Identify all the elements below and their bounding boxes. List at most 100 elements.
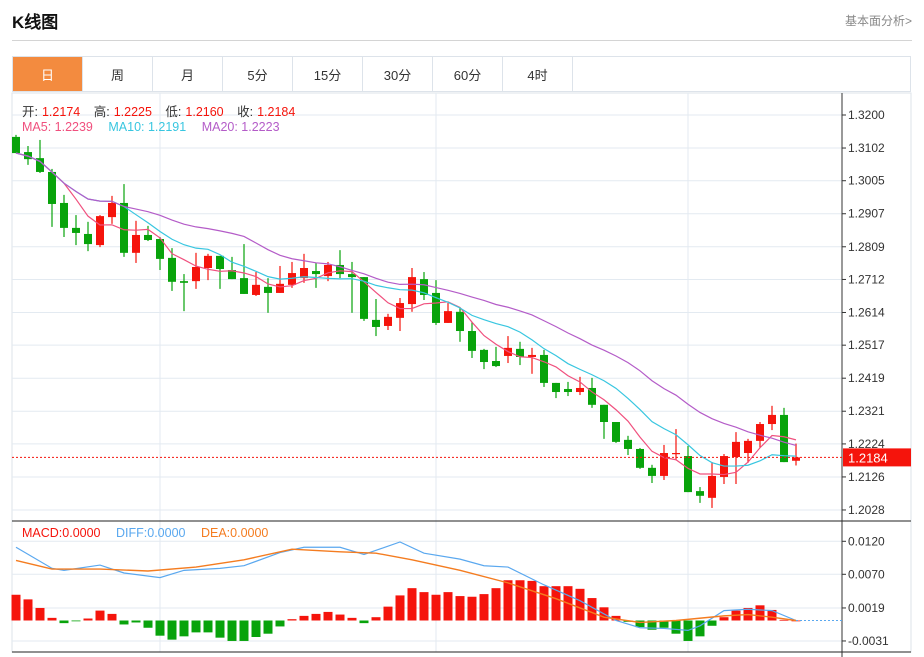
tab-60min[interactable]: 60分 [433,57,503,91]
candlestick [48,168,56,227]
candle-body [552,382,560,393]
candlestick [288,261,296,288]
macd-bar [419,592,429,621]
candle-body [576,387,584,393]
candlestick [732,432,740,485]
candle-body [420,279,428,295]
macd-bar [95,610,105,621]
macd-bar [491,588,501,621]
candlestick [600,404,608,439]
candle-body [72,227,80,233]
candlestick [300,253,308,283]
candle-body [432,292,440,323]
tab-4hour[interactable]: 4时 [503,57,573,91]
macd-bar [767,609,777,621]
candlestick [708,462,716,508]
candle-body [180,281,188,283]
macd-bar [323,611,333,621]
high-label: 高: [93,105,110,119]
dea-line [15,548,797,624]
macd-bar [107,613,117,621]
close-value: 1.2184 [257,105,296,119]
macd-bar [587,598,597,621]
candle-body [360,277,368,319]
candle-body [240,278,248,294]
candlestick [612,422,620,443]
candle-body [108,202,116,218]
ma5-legend: MA5: 1.2239 [22,120,93,134]
macd-bar [383,606,393,621]
price-tick-label: 1.3102 [848,141,885,155]
candlestick [156,236,164,271]
macd-legend: MACD:0.0000 DIFF:0.0000 DEA:0.0000 [22,526,272,540]
fundamental-analysis-link[interactable]: 基本面分析> [844,14,912,28]
candle-body [660,453,668,476]
ma20-legend: MA20: 1.2223 [201,120,280,134]
candlestick [204,253,212,281]
last-price-label: 1.2184 [848,450,888,465]
candlestick [216,255,224,289]
candlestick [372,299,380,337]
candle-body [564,388,572,393]
tab-15min[interactable]: 15分 [293,57,363,91]
macd-bar [539,586,549,621]
candle-body [36,158,44,172]
candlestick [528,347,536,374]
macd-bar [179,620,189,637]
candle-body [456,311,464,332]
macd-bar [515,580,525,621]
tab-week[interactable]: 周 [83,57,153,91]
tab-month[interactable]: 月 [153,57,223,91]
candlestick [360,277,368,321]
chart-frame [11,92,912,653]
macd-bar [407,588,417,621]
macd-bar [143,620,153,628]
candlestick [180,274,188,312]
candle-body [756,424,764,441]
candlestick [168,248,176,291]
candlestick [396,297,404,332]
candlestick [228,256,236,280]
page-title: K线图 [12,13,59,32]
macd-bar [167,620,177,640]
candle-body [60,202,68,228]
price-tick-label: 1.2321 [848,404,885,418]
candlestick [720,454,728,485]
macd-bar [335,614,345,621]
candle-body [540,354,548,383]
candle-body [516,348,524,357]
tab-30min[interactable]: 30分 [363,57,433,91]
macd-bar [575,588,585,621]
price-tick-label: 1.2517 [848,338,885,352]
candle-body [300,267,308,279]
macd-bar [203,620,213,633]
candle-body [372,319,380,327]
candlestick [576,376,584,396]
candle-body [696,491,704,496]
macd-bar [131,620,141,623]
open-value: 1.2174 [41,105,81,119]
candle-body [276,283,284,293]
price-tick-label: 1.2809 [848,240,885,254]
candle-body [312,271,320,275]
candlestick [780,407,788,463]
candlestick [516,341,524,366]
candle-body [468,331,476,351]
macd-bar [647,620,657,630]
macd-tick-label: 0.0019 [848,601,885,615]
macd-bar [467,596,477,621]
candlestick [240,244,248,294]
candle-body [228,270,236,280]
macd-bar [71,620,81,622]
candlestick [384,313,392,331]
macd-bar [503,580,513,621]
tab-day[interactable]: 日 [13,57,83,91]
candle-body [192,266,200,282]
price-tick-label: 1.2419 [848,371,885,385]
candle-body [168,257,176,282]
tab-5min[interactable]: 5分 [223,57,293,91]
candle-body [264,286,272,293]
candlestick [648,464,656,484]
candlestick [96,215,104,248]
